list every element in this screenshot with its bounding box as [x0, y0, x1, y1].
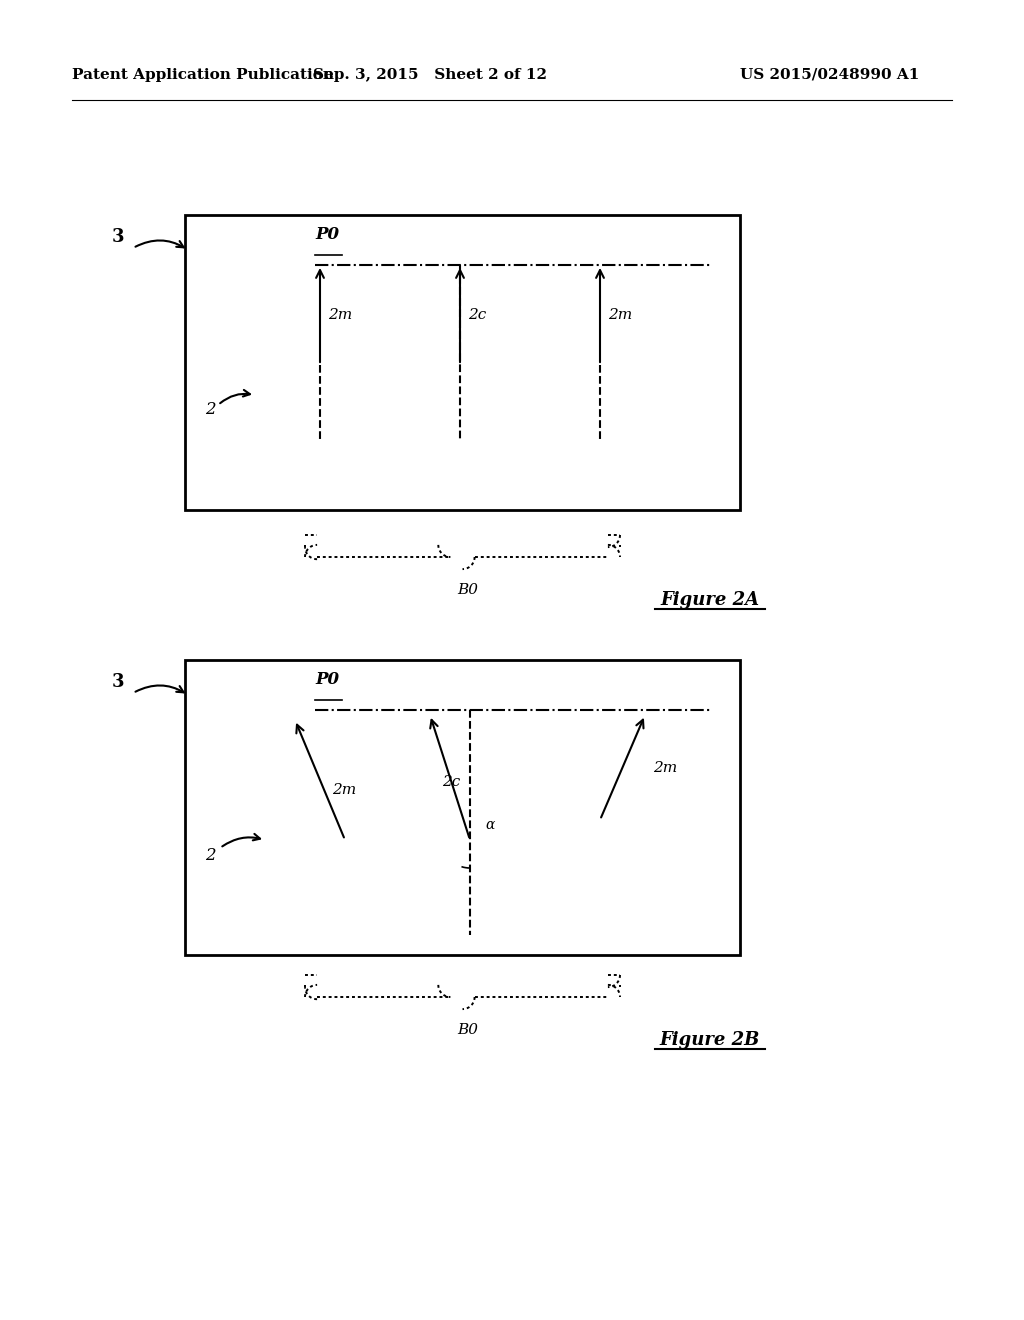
Text: 2m: 2m [608, 308, 632, 322]
Text: Patent Application Publication: Patent Application Publication [72, 69, 334, 82]
Text: 2c: 2c [468, 308, 486, 322]
Text: 2m: 2m [332, 783, 356, 797]
Text: α: α [485, 818, 495, 832]
Bar [185, 215, 740, 510]
Text: 2m: 2m [328, 308, 352, 322]
Text: P0: P0 [315, 671, 339, 688]
Text: Sep. 3, 2015   Sheet 2 of 12: Sep. 3, 2015 Sheet 2 of 12 [313, 69, 547, 82]
Text: B0: B0 [457, 1023, 478, 1038]
Text: 2c: 2c [442, 776, 460, 789]
Text: US 2015/0248990 A1: US 2015/0248990 A1 [740, 69, 920, 82]
Text: 2: 2 [205, 401, 215, 418]
Text: 3: 3 [112, 673, 124, 690]
Text: 3: 3 [112, 228, 124, 246]
Text: Figure 2B: Figure 2B [659, 1031, 760, 1049]
Text: Figure 2A: Figure 2A [660, 591, 760, 609]
Text: 2: 2 [205, 846, 215, 863]
Text: P0: P0 [315, 226, 339, 243]
Bar [185, 660, 740, 954]
Text: B0: B0 [457, 583, 478, 597]
Text: 2m: 2m [653, 760, 677, 775]
